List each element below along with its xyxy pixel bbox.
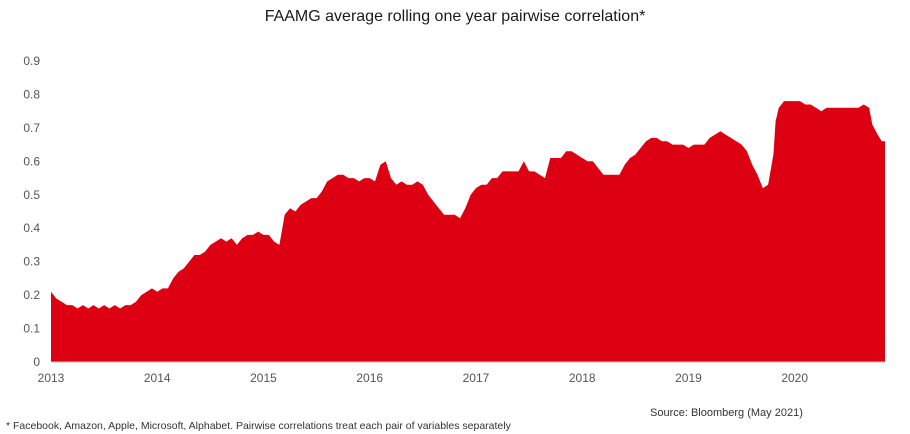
x-tick-label: 2013 bbox=[38, 371, 65, 385]
y-axis-ticks: 0 0.1 0.2 0.3 0.4 0.5 0.6 0.7 0.8 0.9 bbox=[23, 54, 40, 369]
y-tick-label: 0.9 bbox=[23, 54, 40, 68]
correlation-area bbox=[51, 101, 885, 362]
y-tick-label: 0.4 bbox=[23, 221, 40, 235]
y-tick-label: 0.1 bbox=[23, 322, 40, 336]
x-tick-label: 2020 bbox=[781, 371, 808, 385]
x-tick-label: 2015 bbox=[250, 371, 277, 385]
x-tick-label: 2018 bbox=[569, 371, 596, 385]
y-tick-label: 0.3 bbox=[23, 255, 40, 269]
x-tick-label: 2014 bbox=[144, 371, 171, 385]
source-note: Source: Bloomberg (May 2021) bbox=[650, 407, 803, 419]
y-tick-label: 0 bbox=[33, 355, 40, 369]
x-axis-ticks: 2013 2014 2015 2016 2017 2018 2019 2020 bbox=[38, 371, 809, 385]
x-tick-label: 2019 bbox=[675, 371, 702, 385]
y-tick-label: 0.7 bbox=[23, 121, 40, 135]
x-tick-label: 2017 bbox=[463, 371, 490, 385]
y-tick-label: 0.6 bbox=[23, 154, 40, 168]
x-tick-label: 2016 bbox=[356, 371, 383, 385]
chart-title: FAAMG average rolling one year pairwise … bbox=[264, 8, 646, 25]
y-tick-label: 0.2 bbox=[23, 288, 40, 302]
y-tick-label: 0.5 bbox=[23, 188, 40, 202]
footnote: * Facebook, Amazon, Apple, Microsoft, Al… bbox=[6, 420, 511, 432]
y-tick-label: 0.8 bbox=[23, 87, 40, 101]
